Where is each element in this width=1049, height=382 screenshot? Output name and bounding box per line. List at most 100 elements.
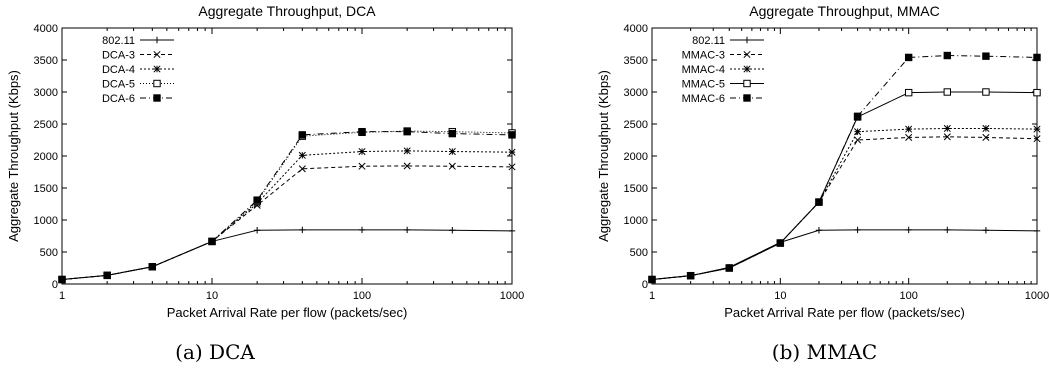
mmac-ytick-label: 2000 bbox=[624, 151, 648, 163]
dca-data-point bbox=[403, 127, 411, 136]
mmac-legend-label: MMAC-5 bbox=[682, 79, 725, 91]
dca-data-point bbox=[448, 129, 457, 138]
mmac-series-mmac-6 bbox=[648, 51, 1041, 284]
dca-data-point bbox=[358, 147, 366, 156]
mmac-data-point bbox=[944, 226, 951, 234]
mmac-legend-marker bbox=[743, 79, 751, 88]
dca-ytick-label: 2500 bbox=[34, 119, 58, 131]
caption-dca: (a) DCA bbox=[175, 340, 255, 364]
dca-data-point bbox=[103, 271, 111, 280]
mmac-data-point bbox=[1033, 88, 1041, 97]
dca-xtick-label: 10 bbox=[206, 290, 218, 302]
mmac-series-802-11 bbox=[648, 226, 1041, 283]
dca-legend-marker bbox=[153, 50, 161, 59]
mmac-series-line bbox=[651, 91, 1038, 281]
mmac-data-point bbox=[905, 125, 913, 133]
dca-ytick-label: 0 bbox=[52, 279, 58, 291]
dca-data-point bbox=[448, 147, 456, 156]
mmac-data-point bbox=[982, 52, 990, 60]
mmac-data-point bbox=[815, 227, 823, 234]
dca-data-point bbox=[298, 165, 306, 173]
mmac-xtick-label: 1000 bbox=[1025, 290, 1049, 302]
dca-ytick-label: 3500 bbox=[34, 55, 58, 67]
dca-series-line bbox=[61, 130, 513, 281]
mmac-ytick-label: 0 bbox=[642, 279, 648, 291]
chart-dca: Aggregate Throughput, DCA 0 500 1000 1500 200… bbox=[6, 3, 524, 320]
mmac-data-point bbox=[904, 53, 913, 62]
dca-series-line bbox=[61, 150, 513, 281]
mmac-data-point bbox=[943, 88, 951, 96]
dca-legend-marker bbox=[153, 79, 161, 88]
mmac-ytick-label: 4000 bbox=[624, 23, 648, 35]
mmac-data-point bbox=[1033, 53, 1041, 62]
dca-ytick-label: 500 bbox=[40, 247, 58, 259]
mmac-data-point bbox=[982, 124, 990, 133]
dca-xtick-label: 1 bbox=[59, 290, 65, 302]
mmac-data-point bbox=[854, 136, 862, 144]
mmac-legend-marker bbox=[743, 65, 751, 73]
dca-data-point bbox=[358, 226, 366, 234]
mmac-data-point bbox=[905, 133, 913, 141]
mmac-data-point bbox=[776, 239, 785, 247]
mmac-xlabel: Packet Arrival Rate per flow (packets/se… bbox=[724, 305, 965, 320]
mmac-data-point bbox=[905, 226, 912, 234]
mmac-data-point bbox=[904, 88, 913, 97]
dca-ytick-label: 4000 bbox=[34, 23, 58, 35]
chart-mmac: Aggregate Throughput, MMAC 0 500 1000 1500 20… bbox=[596, 3, 1049, 320]
dca-series-line bbox=[61, 131, 513, 281]
dca-ylabel: Aggregate Throughput (Kbps) bbox=[6, 70, 21, 242]
dca-legend-label: DCA-6 bbox=[102, 93, 135, 105]
caption-mmac: (b) MMAC bbox=[771, 340, 878, 364]
mmac-ytick-label: 2500 bbox=[624, 119, 648, 131]
mmac-legend-label: MMAC-6 bbox=[682, 93, 725, 105]
dca-ytick-label: 1000 bbox=[34, 215, 58, 227]
dca-legend-marker bbox=[153, 94, 161, 102]
mmac-title: Aggregate Throughput, MMAC bbox=[749, 3, 939, 19]
mmac-legend-marker bbox=[743, 50, 751, 59]
dca-data-point bbox=[299, 226, 306, 234]
dca-xtick-label: 1000 bbox=[500, 290, 524, 302]
dca-legend-label: 802.11 bbox=[102, 35, 135, 47]
mmac-data-point bbox=[1033, 227, 1041, 235]
dca-legend-label: DCA-5 bbox=[102, 79, 135, 91]
dca-data-point bbox=[403, 147, 411, 155]
dca-series-line bbox=[61, 165, 513, 281]
mmac-xtick-label: 10 bbox=[774, 290, 786, 302]
dca-data-point bbox=[253, 227, 261, 234]
dca-ytick-label: 1500 bbox=[34, 183, 58, 195]
mmac-ylabel: Aggregate Throughput (Kbps) bbox=[596, 70, 611, 242]
mmac-data-point bbox=[815, 198, 823, 206]
mmac-series-mmac-4 bbox=[648, 124, 1041, 284]
mmac-legend-marker bbox=[743, 94, 751, 102]
dca-data-point bbox=[253, 196, 261, 204]
dca-data-point bbox=[508, 131, 516, 139]
dca-series-dca-3 bbox=[58, 162, 516, 284]
dca-data-point bbox=[298, 131, 307, 139]
mmac-series-line bbox=[651, 55, 1038, 281]
dca-ytick-label: 3000 bbox=[34, 87, 58, 99]
mmac-data-point bbox=[943, 124, 951, 133]
dca-data-point bbox=[58, 275, 66, 284]
mmac-ytick-label: 1000 bbox=[624, 215, 648, 227]
mmac-ytick-label: 3000 bbox=[624, 87, 648, 99]
dca-data-point bbox=[448, 162, 456, 170]
mmac-data-point bbox=[1033, 135, 1041, 143]
mmac-legend-label: 802.11 bbox=[692, 35, 725, 47]
dca-data-point bbox=[449, 227, 456, 234]
dca-data-point bbox=[358, 127, 366, 136]
dca-series-dca-4 bbox=[58, 147, 516, 284]
dca-data-point bbox=[208, 237, 216, 246]
dca-data-point bbox=[403, 226, 411, 234]
dca-series-dca-6 bbox=[58, 127, 516, 284]
dca-legend-label: DCA-3 bbox=[102, 50, 135, 62]
mmac-data-point bbox=[854, 128, 862, 136]
mmac-data-point bbox=[982, 227, 990, 234]
mmac-legend-marker bbox=[743, 36, 751, 44]
mmac-ytick-label: 1500 bbox=[624, 183, 648, 195]
dca-xlabel: Packet Arrival Rate per flow (packets/se… bbox=[167, 305, 408, 320]
mmac-data-point bbox=[686, 271, 695, 280]
mmac-xtick-label: 1 bbox=[649, 290, 655, 302]
mmac-data-point bbox=[1033, 125, 1041, 133]
mmac-series-line bbox=[651, 136, 1038, 281]
dca-data-point bbox=[358, 162, 366, 170]
